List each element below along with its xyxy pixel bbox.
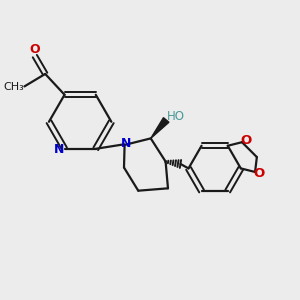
Text: HO: HO <box>167 110 185 124</box>
Text: CH₃: CH₃ <box>4 82 24 92</box>
Text: O: O <box>253 167 265 180</box>
Text: N: N <box>121 136 131 150</box>
Text: O: O <box>29 43 40 56</box>
Text: N: N <box>54 143 65 156</box>
Text: O: O <box>240 134 251 147</box>
Polygon shape <box>151 118 169 138</box>
